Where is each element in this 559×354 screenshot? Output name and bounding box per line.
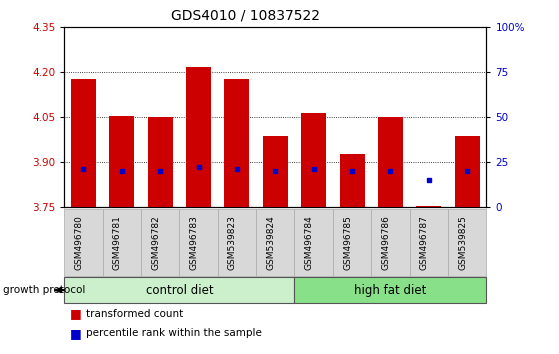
- Bar: [339, 154, 364, 207]
- Text: GSM496784: GSM496784: [305, 215, 314, 270]
- Bar: [110, 116, 134, 207]
- Text: percentile rank within the sample: percentile rank within the sample: [86, 329, 262, 338]
- Bar: [448, 27, 486, 207]
- Bar: [333, 27, 371, 207]
- Text: GSM496786: GSM496786: [381, 215, 390, 270]
- Text: GSM496781: GSM496781: [113, 215, 122, 270]
- Bar: [225, 79, 249, 207]
- Bar: [71, 79, 96, 207]
- Bar: [103, 27, 141, 207]
- Text: growth protocol: growth protocol: [3, 285, 85, 295]
- Text: GSM496782: GSM496782: [151, 215, 160, 270]
- Bar: [218, 27, 256, 207]
- Bar: [141, 27, 179, 207]
- Text: transformed count: transformed count: [86, 309, 183, 319]
- Bar: [186, 67, 211, 207]
- Text: GSM539825: GSM539825: [458, 215, 467, 270]
- Text: control diet: control diet: [145, 284, 213, 297]
- Text: GSM496787: GSM496787: [420, 215, 429, 270]
- Bar: [454, 136, 480, 207]
- Bar: [256, 27, 295, 207]
- Text: GSM539824: GSM539824: [266, 215, 275, 270]
- Text: GSM496780: GSM496780: [74, 215, 83, 270]
- Bar: [295, 27, 333, 207]
- Bar: [148, 117, 173, 207]
- Bar: [378, 118, 403, 207]
- Bar: [64, 27, 103, 207]
- Text: high fat diet: high fat diet: [354, 284, 427, 297]
- Text: GSM496783: GSM496783: [190, 215, 198, 270]
- Bar: [416, 206, 441, 207]
- Bar: [301, 113, 326, 207]
- Text: GSM539823: GSM539823: [228, 215, 237, 270]
- Text: GSM496785: GSM496785: [343, 215, 352, 270]
- Bar: [410, 27, 448, 207]
- Bar: [179, 27, 218, 207]
- Bar: [371, 27, 410, 207]
- Text: ■: ■: [70, 308, 82, 320]
- Text: GDS4010 / 10837522: GDS4010 / 10837522: [172, 9, 320, 23]
- Text: ■: ■: [70, 327, 82, 340]
- Bar: [263, 136, 288, 207]
